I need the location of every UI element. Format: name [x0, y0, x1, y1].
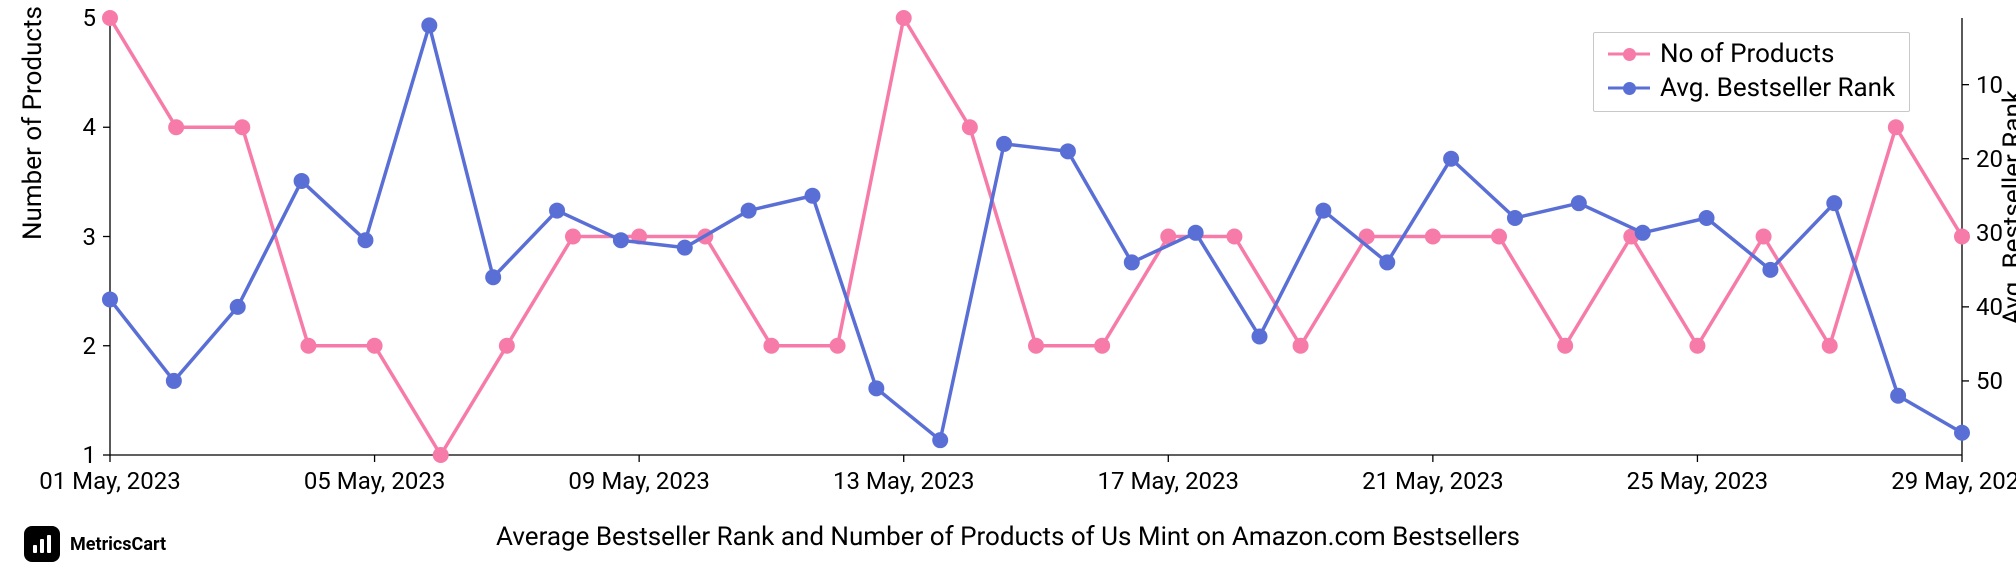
brand-badge-icon: [24, 526, 60, 562]
x-tick-label: 17 May, 2023: [1098, 467, 1240, 495]
legend-label-rank: Avg. Bestseller Rank: [1660, 71, 1895, 105]
chart-caption: Average Bestseller Rank and Number of Pr…: [0, 522, 2016, 552]
x-tick-label: 21 May, 2023: [1362, 467, 1504, 495]
legend-swatch-rank: [1608, 78, 1650, 98]
x-tick-label: 29 May, 2023: [1891, 467, 2016, 495]
x-tick-label: 13 May, 2023: [833, 467, 975, 495]
y-right-tick-label: 20: [1976, 145, 2003, 173]
x-tick-label: 09 May, 2023: [568, 467, 710, 495]
x-tick-label: 01 May, 2023: [39, 467, 181, 495]
y-right-axis-label: Avg. Bestseller Rank: [1998, 90, 2016, 325]
y-left-tick-label: 1: [83, 441, 97, 469]
legend-item-products: No of Products: [1608, 37, 1895, 71]
x-tick-label: 05 May, 2023: [304, 467, 446, 495]
legend-swatch-products: [1608, 44, 1650, 64]
y-right-tick-label: 40: [1976, 293, 2003, 321]
x-tick-label: 25 May, 2023: [1627, 467, 1769, 495]
y-left-tick-label: 2: [83, 332, 97, 360]
legend-item-rank: Avg. Bestseller Rank: [1608, 71, 1895, 105]
y-right-tick-label: 50: [1976, 367, 2003, 395]
legend: No of Products Avg. Bestseller Rank: [1593, 32, 1910, 112]
legend-label-products: No of Products: [1660, 37, 1834, 71]
y-right-tick-label: 10: [1976, 71, 2003, 99]
chart-container: Number of Products Avg. Bestseller Rank …: [0, 0, 2016, 576]
y-left-tick-label: 4: [83, 113, 97, 141]
brand-logo: MetricsCart: [24, 526, 166, 562]
y-left-tick-label: 5: [83, 4, 97, 32]
y-right-tick-label: 30: [1976, 219, 2003, 247]
y-left-axis-label: Number of Products: [18, 6, 48, 240]
y-left-tick-label: 3: [83, 223, 97, 251]
brand-label: MetricsCart: [70, 534, 166, 555]
